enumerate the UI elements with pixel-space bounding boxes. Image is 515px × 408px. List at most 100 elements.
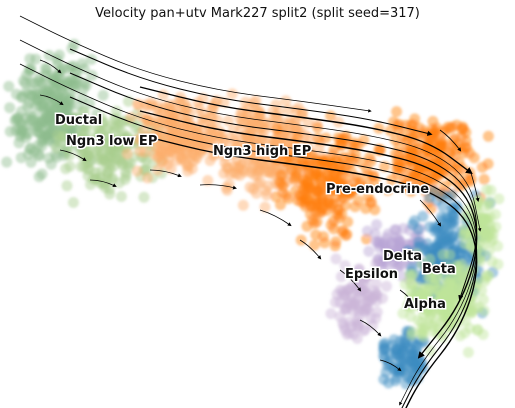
cell-point-ngn3-low-ep [138,191,150,203]
cell-point-ngn3-high-ep [234,133,246,144]
cell-point-pre-endocrine [382,184,394,196]
cell-point-ductal [53,49,65,61]
cell-point-ngn3-high-ep [280,95,292,107]
cell-point-ngn3-high-ep [142,172,153,184]
streamline [419,199,442,227]
cell-point-pre-endocrine [320,132,332,144]
cell-point-ngn3-high-ep [226,88,238,100]
cell-point-alpha [444,249,456,261]
cell-point-alpha [444,278,456,290]
cell-point-ngn3-high-ep [152,120,164,132]
cell-point-pre-endocrine [271,123,283,135]
cell-point-ductal [97,89,109,101]
cell-point-pre-endocrine [308,217,320,229]
cell-point-ngn3-low-ep [85,179,96,191]
cell-point-ngn3-high-ep [194,145,206,157]
cell-point-ductal [26,90,38,102]
streamline [59,149,87,162]
cell-point-ngn3-low-ep [61,118,73,130]
cell-point-alpha [436,292,448,304]
cell-point-ductal [32,120,44,132]
cluster-label-ductal: Ductal [55,113,102,128]
cell-point-ductal [1,156,13,168]
cell-point-ngn3-high-ep [222,115,234,127]
cell-point-ngn3-high-ep [131,165,143,177]
cell-point-alpha [397,307,409,319]
cell-point-ductal [42,86,54,98]
cell-point-pre-endocrine [310,229,322,241]
cell-point-ductal [76,58,88,70]
cell-point-ngn3-low-ep [60,163,72,175]
cell-point-pre-endocrine [282,193,294,205]
streamline [359,319,382,337]
cell-point-pre-endocrine [295,196,307,208]
cell-point-beta [395,335,406,347]
cell-point-pre-endocrine [425,202,437,214]
cell-point-pre-endocrine [340,172,352,184]
streamline [259,209,292,227]
cell-point-ductal [4,126,16,137]
cell-point-pre-endocrine [339,200,351,211]
cell-point-ngn3-high-ep [223,178,235,190]
cell-point-epsilon [357,276,369,288]
streamline [439,129,462,152]
cell-point-ngn3-low-ep [122,158,134,170]
cell-point-beta [407,349,418,361]
cell-point-pre-endocrine [329,240,341,252]
cell-point-ductal [33,171,45,183]
cell-point-pre-endocrine [482,158,494,170]
cell-point-alpha [452,269,464,281]
cell-point-alpha [424,253,436,265]
streamline [89,179,117,187]
cell-point-pre-endocrine [391,106,403,118]
cell-point-pre-endocrine [409,113,421,125]
cell-point-alpha [480,233,492,245]
cell-point-ductal [38,133,50,145]
cell-point-ductal [24,65,36,77]
cell-point-pre-endocrine [448,151,460,163]
cell-point-ngn3-high-ep [303,132,315,144]
cell-point-ductal [16,105,27,117]
streamline [149,169,182,178]
cell-point-pre-endocrine [270,191,282,203]
cell-point-pre-endocrine [418,149,430,161]
cell-point-epsilon [339,260,351,272]
cell-point-epsilon [381,280,392,292]
cell-point-pre-endocrine [346,186,357,198]
cell-point-ngn3-low-ep [61,180,73,192]
cell-point-ngn3-high-ep [134,145,146,157]
cell-point-pre-endocrine [361,179,373,191]
cell-point-beta [395,348,406,360]
cell-point-ngn3-high-ep [234,112,246,124]
cluster-label-ngn3-low-ep: Ngn3 low EP [66,134,157,149]
cell-point-ngn3-high-ep [143,136,155,148]
cell-point-alpha [483,196,495,208]
cell-point-ngn3-low-ep [96,148,108,160]
cell-point-pre-endocrine [468,152,480,164]
cell-point-beta [402,245,414,256]
cell-point-beta [413,236,425,248]
cell-point-epsilon [325,308,337,320]
cell-point-alpha [423,302,435,314]
cell-point-ngn3-low-ep [57,130,69,142]
cluster-labels: Ductal Ngn3 low EP Ngn3 high EP Pre-endocri… [54,112,458,314]
cell-point-ngn3-high-ep [202,175,214,186]
cell-point-ngn3-high-ep [182,165,194,177]
cell-point-ngn3-high-ep [237,199,249,211]
cell-point-ductal [66,42,78,54]
cell-point-pre-endocrine [316,201,328,213]
cell-point-pre-endocrine [373,122,385,134]
cell-point-pre-endocrine [361,233,372,245]
cell-point-ngn3-low-ep [86,131,98,143]
cell-point-pre-endocrine [303,158,315,170]
cell-point-alpha [477,294,489,306]
cell-point-ductal [52,101,64,113]
streamline [199,184,237,190]
cell-point-alpha [449,288,461,300]
cell-point-ngn3-high-ep [251,112,262,124]
cell-point-pre-endocrine [482,130,494,142]
cell-point-pre-endocrine [325,110,337,122]
cell-point-ngn3-high-ep [165,163,177,175]
streamline [339,269,362,292]
